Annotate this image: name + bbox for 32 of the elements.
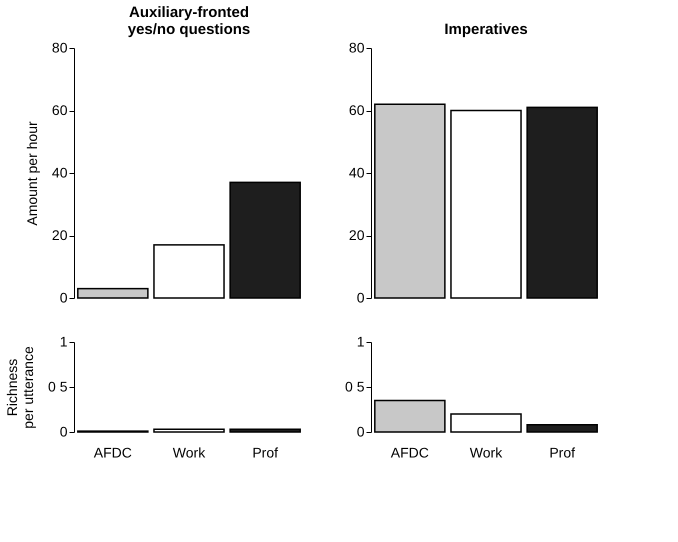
y-axis-title: Richness per utterance xyxy=(4,346,36,429)
x-tick-label: Prof xyxy=(549,444,576,460)
x-tick-label: Prof xyxy=(252,444,278,460)
bar xyxy=(450,413,522,433)
x-tick-label: Work xyxy=(172,444,206,460)
y-tick-label: 0 xyxy=(356,424,365,440)
bar xyxy=(374,400,446,433)
chart-title: Imperatives xyxy=(444,21,528,38)
y-tick-label: 80 xyxy=(52,40,68,56)
y-tick-label: 60 xyxy=(52,102,68,118)
chart-title: Auxiliary-fronted yes/no questions xyxy=(128,4,250,38)
bar xyxy=(77,288,149,299)
y-tick-label: 0 xyxy=(60,424,68,440)
y-tick-label: 40 xyxy=(348,164,365,180)
y-tick-label: 20 xyxy=(348,227,365,243)
x-tick-label: AFDC xyxy=(390,444,429,460)
y-axis-title: Amount per hour xyxy=(24,121,40,226)
y-tick-label: 1 xyxy=(60,334,68,350)
y-tick-label: 0 xyxy=(356,290,365,306)
bar xyxy=(526,424,598,433)
bar xyxy=(153,244,225,299)
y-tick-label: 0 xyxy=(60,290,68,306)
y-tick-label: 40 xyxy=(52,164,68,180)
bar xyxy=(229,182,301,299)
y-tick-label: 1 xyxy=(356,334,365,350)
y-tick-label: 0 5 xyxy=(345,378,365,394)
x-tick-label: AFDC xyxy=(94,444,132,460)
y-tick-label: 0 5 xyxy=(48,378,68,394)
y-tick-label: 20 xyxy=(52,227,68,243)
y-tick-label: 60 xyxy=(348,102,365,118)
x-tick-label: Work xyxy=(470,444,504,460)
y-tick-label: 80 xyxy=(348,40,365,56)
